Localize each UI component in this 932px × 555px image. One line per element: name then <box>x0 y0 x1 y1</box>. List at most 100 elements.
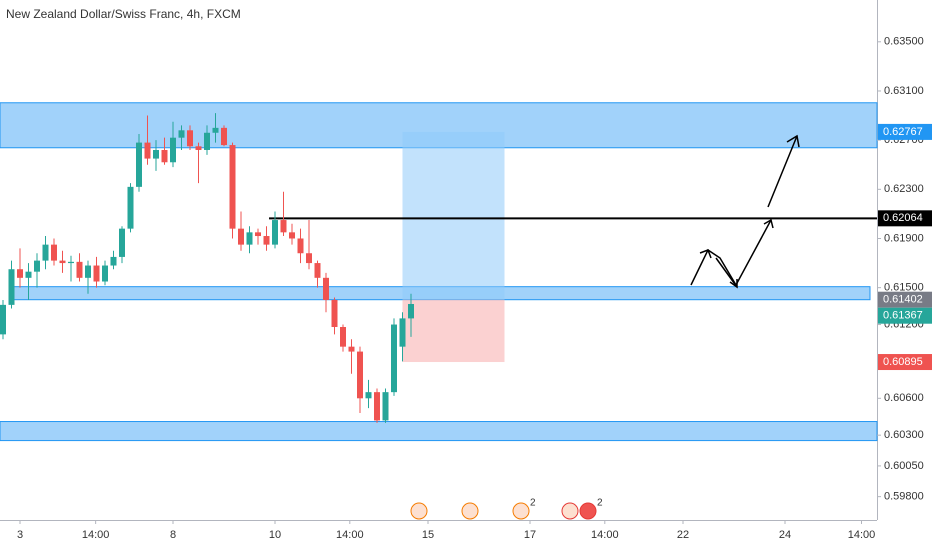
candle-body <box>68 261 74 264</box>
candle-body <box>221 127 227 146</box>
candle-body <box>187 130 193 147</box>
event-icon <box>410 502 428 520</box>
y-tick-label: 0.63100 <box>884 85 924 97</box>
candle-body <box>238 228 244 245</box>
arrow-head <box>786 134 800 148</box>
x-tick-label: 8 <box>170 529 176 541</box>
x-tick-label: 17 <box>524 529 536 541</box>
path-arrow <box>715 257 738 288</box>
x-tick-label: 22 <box>677 529 689 541</box>
candle-body <box>127 186 134 229</box>
candle-body <box>255 232 261 237</box>
candle-body <box>229 145 236 229</box>
candle-body <box>306 253 312 264</box>
candle-body <box>212 127 219 133</box>
price-label: 0.61402 <box>883 294 923 306</box>
candle-body <box>331 299 338 327</box>
event-badge: 2 <box>530 498 536 509</box>
event-icon <box>579 502 597 520</box>
candle-body <box>399 318 406 347</box>
y-tick-label: 0.60050 <box>884 460 924 472</box>
x-tick-label: 3 <box>17 529 23 541</box>
candle-body <box>314 263 321 278</box>
candle-body <box>59 260 66 264</box>
candle-body <box>42 244 49 261</box>
position-stop <box>402 299 505 363</box>
candle-body <box>93 265 100 282</box>
arrow-head <box>699 218 774 259</box>
candle-body <box>348 346 355 352</box>
price-label-box <box>878 123 932 140</box>
candle-body <box>136 142 142 187</box>
price-label-box <box>878 354 932 371</box>
price-label-box <box>878 210 932 227</box>
candle-body <box>263 236 270 245</box>
candle-body <box>34 260 40 272</box>
event-icon <box>461 502 479 520</box>
candle-body <box>272 220 278 245</box>
event-icon <box>512 502 530 520</box>
candle-body <box>280 220 287 233</box>
candle-body <box>170 137 176 163</box>
candle-body <box>357 351 363 399</box>
candle-body <box>85 265 91 278</box>
candle-body <box>25 271 32 278</box>
candle-body <box>323 277 329 300</box>
candle-body <box>51 244 57 261</box>
candle-body <box>204 132 210 150</box>
candle-body <box>76 261 83 278</box>
candle-body <box>161 149 168 163</box>
candle-body <box>382 392 389 421</box>
layers: 0.635000.631000.627000.623000.619000.615… <box>0 36 932 541</box>
candle-body <box>289 232 295 239</box>
arrow-head <box>729 279 738 289</box>
candle-body <box>102 265 108 282</box>
y-tick-label: 0.59800 <box>884 491 924 503</box>
candle-body <box>195 146 202 150</box>
candle-body <box>340 326 346 347</box>
x-tick-label: 15 <box>422 529 434 541</box>
candle-body <box>246 232 253 245</box>
candle-body <box>153 149 159 159</box>
candle-body <box>374 392 380 421</box>
drawn-arrows <box>690 134 800 289</box>
candle-body <box>391 324 397 393</box>
candle-body <box>17 269 23 278</box>
candle-body <box>0 304 6 335</box>
event-icons: 2 2 <box>410 498 603 520</box>
y-tick-label: 0.60300 <box>884 429 924 441</box>
x-tick-label: 14:00 <box>82 529 110 541</box>
price-label-box <box>878 307 932 324</box>
price-label: 0.62064 <box>883 212 923 224</box>
x-tick-label: 10 <box>269 529 281 541</box>
y-tick-label: 0.60600 <box>884 392 924 404</box>
y-tick-label: 0.62300 <box>884 183 924 195</box>
zone <box>0 421 878 442</box>
y-tick-label: 0.63500 <box>884 36 924 48</box>
x-tick-label: 14:00 <box>336 529 364 541</box>
candle-body <box>144 142 151 159</box>
y-tick-label: 0.61500 <box>884 282 924 294</box>
price-label: 0.60895 <box>883 356 923 368</box>
candle-body <box>110 256 117 266</box>
path-arrow <box>690 219 772 287</box>
candle-body <box>119 228 125 257</box>
chart-title: New Zealand Dollar/Swiss Franc, 4h, FXCM <box>6 7 241 21</box>
price-label-box <box>878 291 932 308</box>
price-label: 0.62767 <box>883 126 923 138</box>
candle-body <box>365 392 372 399</box>
candle-body <box>8 269 15 305</box>
price-label: 0.61367 <box>883 310 923 322</box>
x-tick-label: 14:00 <box>848 529 876 541</box>
x-tick-label: 24 <box>779 529 791 541</box>
candle-body <box>408 304 414 319</box>
candle-body <box>178 130 185 138</box>
y-tick-label: 0.61900 <box>884 232 924 244</box>
position-target <box>402 131 505 300</box>
path-arrow <box>767 135 798 208</box>
candle-body <box>297 238 304 254</box>
x-tick-label: 14:00 <box>591 529 619 541</box>
event-icon <box>561 502 579 520</box>
